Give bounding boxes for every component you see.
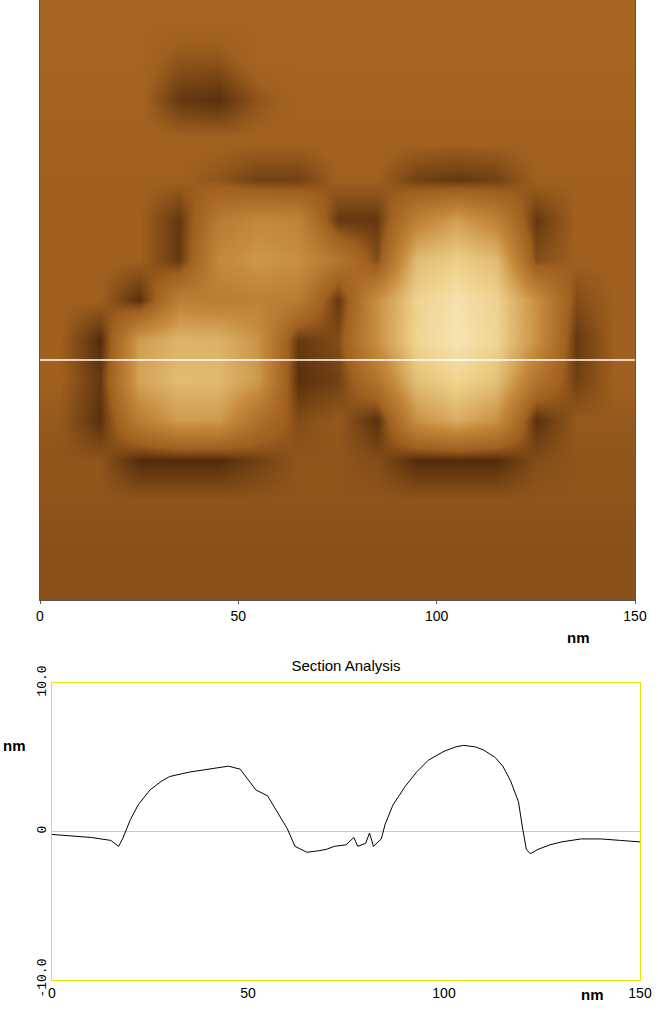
svg-text:nm: nm [3,737,26,754]
svg-text:0: 0 [35,826,50,834]
svg-text:150: 150 [623,608,647,624]
svg-text:100: 100 [432,985,456,1001]
svg-text:0: 0 [36,608,44,624]
svg-text:-10.0: -10.0 [35,959,50,998]
svg-text:nm: nm [581,986,604,1003]
svg-text:150: 150 [628,985,652,1001]
svg-text:50: 50 [231,608,247,624]
svg-text:50: 50 [240,985,256,1001]
svg-text:10.0: 10.0 [35,665,50,696]
svg-text:Section Analysis: Section Analysis [291,657,400,674]
svg-text:0: 0 [48,985,56,1001]
svg-text:nm: nm [567,629,590,646]
svg-text:100: 100 [425,608,449,624]
